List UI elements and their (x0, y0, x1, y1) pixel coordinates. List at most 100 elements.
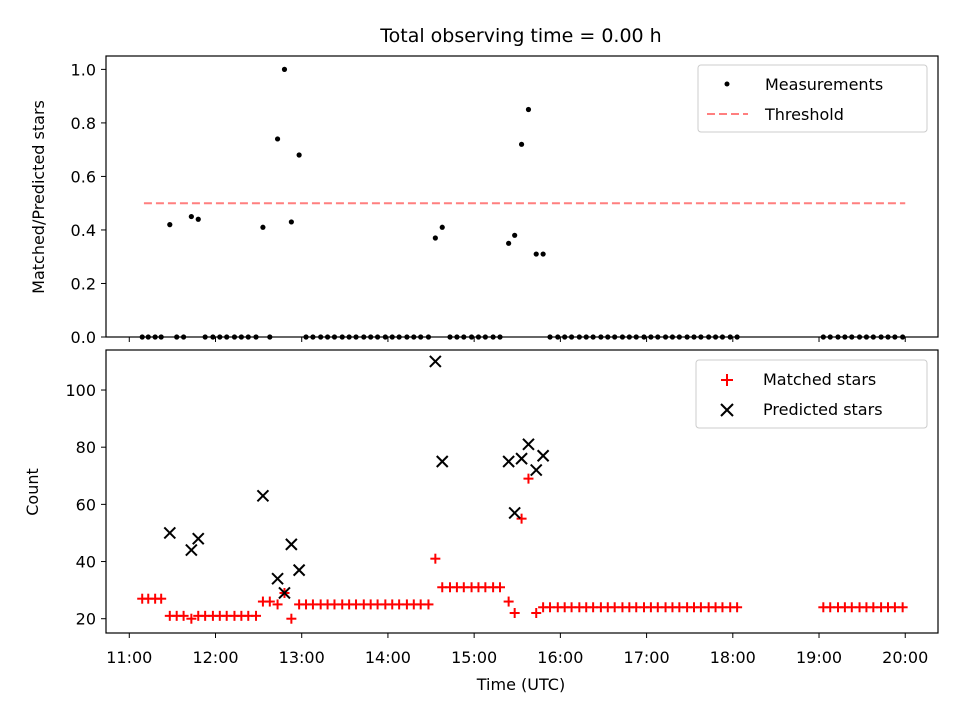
measurement-point (439, 224, 445, 230)
bottom-y-tick-label: 80 (76, 438, 96, 457)
matched-star-point (495, 582, 506, 593)
matched-star-point (423, 599, 434, 610)
x-tick-label: 13:00 (279, 648, 325, 667)
x-bar (502, 455, 515, 468)
matched-star-point (897, 602, 908, 613)
bottom-y-axis-label: Count (23, 468, 42, 516)
top-axes-frame (105, 55, 939, 338)
bottom-legend-frame (695, 359, 928, 429)
x-bar (508, 506, 521, 520)
x-bar (530, 463, 543, 477)
x-tick-label: 16:00 (537, 648, 583, 667)
measurement-point (540, 251, 546, 257)
x-tick-label: 15:00 (451, 648, 497, 667)
predicted-star-point (192, 532, 205, 545)
x-bar (192, 532, 205, 545)
measurement-point (167, 222, 173, 228)
bottom-plot-area: 11:00 12:00 13:00 14:00 15:00 16:00 17:00 18:00… (65, 355, 928, 667)
predicted-star-point (292, 563, 306, 577)
matched-star-point (523, 473, 534, 484)
bottom-y-tick-label: 40 (76, 553, 96, 572)
measurement-point (188, 213, 194, 220)
matched-star-point (430, 553, 441, 564)
measurement-point (518, 141, 525, 147)
x-tick-label: 20:00 (882, 648, 928, 667)
predicted-star-point (185, 543, 198, 557)
x-tick-label: 18:00 (710, 648, 756, 667)
top-y-tick-label: 1.0 (71, 60, 96, 79)
top-legend: Measurements Threshold (697, 64, 928, 133)
matched-star-point (503, 596, 514, 607)
measurement-point (296, 152, 302, 158)
x-bar (436, 455, 449, 468)
measurement-point (260, 224, 266, 230)
measurement-point (512, 232, 518, 238)
bottom-y-tick-label: 20 (76, 610, 96, 629)
matched-star-point (178, 610, 189, 621)
predicted-star-point (502, 455, 515, 468)
predicted-star-point (515, 452, 528, 465)
bottom-y-tick-label: 100 (65, 381, 96, 400)
legend-matched-marker (721, 374, 733, 386)
x-bar (278, 586, 291, 600)
matched-star-point (516, 513, 527, 524)
legend-measurements-marker (724, 81, 730, 87)
x-bar (429, 355, 442, 368)
top-y-tick-label: 0.6 (71, 167, 96, 186)
matched-star-point (264, 596, 275, 607)
x-bar (292, 563, 306, 577)
predicted-star-point (536, 449, 550, 462)
x-bar (515, 452, 528, 465)
measurement-point (195, 216, 201, 222)
matched-star-point (531, 607, 542, 618)
matched-star-point (732, 602, 743, 613)
matched-star-point (509, 607, 520, 618)
top-y-tick-label: 0.0 (71, 328, 96, 347)
top-y-tick-label: 0.4 (71, 221, 96, 240)
predicted-star-point (530, 463, 543, 477)
legend-matched-label: Matched stars (763, 370, 876, 389)
measurement-point (525, 106, 532, 113)
top-legend-frame (697, 64, 928, 133)
predicted-star-point (256, 489, 270, 502)
bottom-legend: Matched stars Predicted stars (695, 359, 928, 429)
matched-star-point (286, 613, 297, 624)
x-tick-label: 11:00 (106, 648, 152, 667)
x-bar (163, 526, 177, 540)
x-bar (271, 572, 284, 585)
top-y-tick-label: 0.2 (71, 274, 96, 293)
predicted-star-point (508, 506, 521, 520)
x-bar (185, 543, 198, 557)
measurement-point (506, 240, 512, 246)
x-bar (285, 538, 298, 551)
measurement-point (533, 251, 539, 257)
top-y-axis-label: Matched/Predicted stars (29, 100, 48, 294)
x-tick-label: 17:00 (624, 648, 670, 667)
predicted-star-point (285, 538, 298, 551)
legend-predicted-marker (720, 403, 734, 417)
bottom-y-tick-label: 60 (76, 495, 96, 514)
x-tick-label: 19:00 (796, 648, 842, 667)
predicted-star-point (163, 526, 177, 540)
x-bar (256, 489, 270, 502)
predicted-star-point (271, 572, 284, 585)
matched-star-point (272, 599, 283, 610)
predicted-star-point (522, 438, 535, 451)
legend-predicted-label: Predicted stars (763, 400, 883, 419)
matched-star-point (156, 593, 167, 604)
measurement-point (281, 66, 288, 72)
predicted-star-point (429, 355, 442, 368)
legend-measurements-label: Measurements (765, 75, 883, 94)
chart-title: Total observing time = 0.00 h (379, 25, 661, 47)
measurement-point (274, 136, 281, 142)
measurement-point (432, 235, 438, 241)
predicted-star-point (278, 586, 291, 600)
x-bar (536, 449, 550, 462)
measurement-point (288, 219, 294, 225)
x-axis-label: Time (UTC) (476, 675, 565, 694)
top-y-tick-label: 0.8 (71, 114, 96, 133)
bottom-axes-frame (105, 349, 939, 634)
legend-threshold-label: Threshold (764, 105, 844, 124)
x-tick-label: 12:00 (192, 648, 238, 667)
